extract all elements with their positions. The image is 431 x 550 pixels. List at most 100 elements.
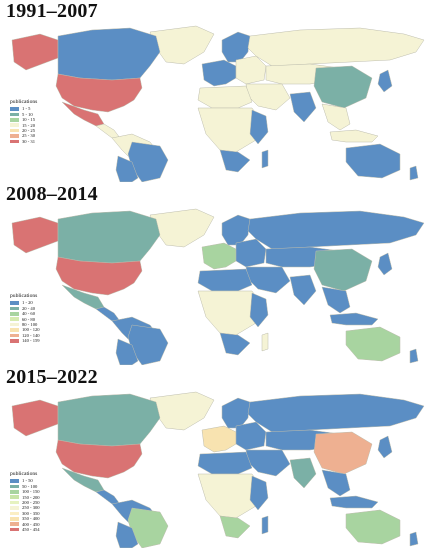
legend-entry: 100 - 120 — [10, 327, 40, 332]
region-south-africa — [219, 515, 251, 539]
region-china — [313, 431, 373, 475]
panel-title: 2008–2014 — [6, 183, 98, 205]
region-new-zealand — [409, 348, 419, 364]
legend-title: publications — [10, 293, 38, 299]
region-africa — [197, 473, 263, 519]
legend-swatch — [10, 301, 19, 305]
legend-entry: 1 - 50 — [10, 478, 40, 483]
legend-entry: 50 - 100 — [10, 484, 40, 489]
legend-label: 80 - 100 — [22, 321, 38, 327]
map-panel-2015-2022: 2015–2022 publications 1 - 50 50 - 100 100… — [0, 366, 431, 550]
region-east-africa — [249, 292, 269, 328]
legend-entry: 450 - 454 — [10, 527, 40, 532]
region-southeast-asia — [321, 286, 351, 314]
legend-swatch — [10, 527, 19, 532]
legend-entry: 25 - 30 — [10, 133, 37, 138]
region-canada — [57, 27, 161, 81]
region-new-zealand — [409, 531, 419, 547]
region-usa — [55, 73, 143, 113]
legend-entry: 15 - 20 — [10, 123, 37, 128]
region-india — [289, 274, 317, 306]
region-east-africa — [249, 109, 269, 145]
legend-swatch — [10, 312, 19, 316]
legend-entry: 150 - 200 — [10, 495, 40, 500]
region-usa — [55, 256, 143, 296]
legend-label: 250 - 300 — [22, 505, 40, 511]
legend-label: 25 - 30 — [22, 133, 36, 139]
region-argentina — [115, 521, 139, 548]
legend-label: 150 - 200 — [22, 494, 40, 500]
legend-label: 20 - 40 — [22, 305, 36, 311]
legend-swatch — [10, 107, 19, 111]
legend-swatch — [10, 484, 19, 489]
region-australia — [345, 143, 401, 179]
region-alaska — [11, 216, 59, 254]
region-india — [289, 457, 317, 489]
legend-entry: 250 - 300 — [10, 505, 40, 510]
legend-label: 100 - 150 — [22, 489, 40, 495]
legend-entry: 1 - 5 — [10, 106, 37, 111]
region-indonesia — [329, 129, 379, 143]
legend-label: 40 - 60 — [22, 311, 36, 317]
legend-swatch — [10, 522, 19, 527]
region-alaska — [11, 399, 59, 437]
legend-entry: 100 - 150 — [10, 489, 40, 494]
region-africa — [197, 107, 263, 153]
legend-label: 450 - 454 — [22, 526, 40, 532]
legend-entry: 20 - 40 — [10, 306, 40, 311]
region-southeast-asia — [321, 103, 351, 131]
legend-label: 60 - 80 — [22, 316, 36, 322]
region-madagascar — [261, 332, 269, 352]
legend-swatch — [10, 495, 19, 500]
region-indonesia — [329, 312, 379, 326]
legend-swatch — [10, 134, 19, 138]
region-south-africa — [219, 149, 251, 173]
region-australia — [345, 509, 401, 545]
legend-entry: 40 - 60 — [10, 311, 40, 316]
legend-swatch — [10, 317, 19, 322]
region-usa — [55, 439, 143, 479]
legend-label: 5 - 10 — [22, 111, 33, 117]
legend-label: 120 - 140 — [22, 332, 40, 338]
region-scandinavia — [221, 214, 251, 246]
legend-label: 350 - 400 — [22, 516, 40, 522]
legend-entry: 350 - 400 — [10, 516, 40, 521]
region-canada — [57, 393, 161, 447]
legend-label: 1 - 50 — [22, 478, 33, 484]
legend-label: 140 - 159 — [22, 338, 40, 344]
region-africa — [197, 290, 263, 336]
region-canada — [57, 210, 161, 264]
legend-entry: 120 - 140 — [10, 333, 40, 338]
region-north-africa — [197, 451, 253, 475]
legend-label: 10 - 15 — [22, 117, 36, 123]
legend-label: 50 - 100 — [22, 483, 38, 489]
legend-entry: 80 - 100 — [10, 322, 40, 327]
legend-entry: 400 - 450 — [10, 522, 40, 527]
legend-swatch — [10, 328, 19, 332]
region-north-africa — [197, 268, 253, 292]
region-east-africa — [249, 475, 269, 511]
region-japan — [377, 252, 393, 276]
region-brazil — [127, 141, 169, 182]
region-japan — [377, 69, 393, 93]
legend-swatch — [10, 322, 19, 327]
region-southeast-asia — [321, 469, 351, 497]
region-indonesia — [329, 495, 379, 509]
legend-entry: 5 - 10 — [10, 112, 37, 117]
legend-swatch — [10, 511, 19, 516]
legend-label: 100 - 120 — [22, 327, 40, 333]
region-madagascar — [261, 515, 269, 535]
legend-swatch — [10, 500, 19, 505]
region-china — [313, 65, 373, 109]
map-panel-2008-2014: 2008–2014 publications 1 - 20 20 - 40 40 -… — [0, 183, 431, 366]
legend-swatch — [10, 479, 19, 483]
legend-entry: 60 - 80 — [10, 317, 40, 322]
world-map — [0, 22, 431, 182]
legend-label: 20 - 25 — [22, 127, 36, 133]
legend-swatch — [10, 112, 19, 117]
region-china — [313, 248, 373, 292]
legend-entry: 10 - 15 — [10, 117, 37, 122]
legend-entry: 200 - 250 — [10, 500, 40, 505]
